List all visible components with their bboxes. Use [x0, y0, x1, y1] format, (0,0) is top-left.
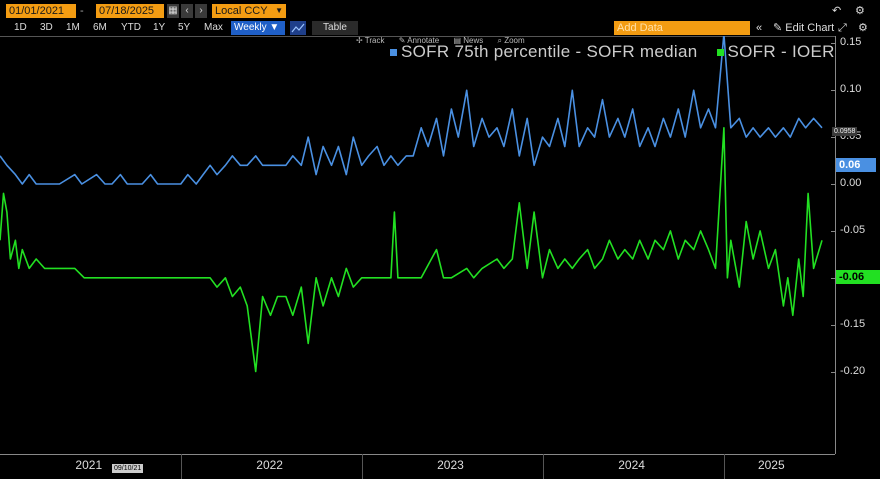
top-toolbar: 01/01/2021 - 07/18/2025 ▦ ‹ › Local CCY …	[0, 0, 880, 20]
x-tick-label: 2023	[437, 458, 464, 472]
legend-item-series1: SOFR 75th percentile - SOFR median	[390, 42, 697, 61]
next-period-icon[interactable]: ›	[195, 4, 207, 18]
add-data-input[interactable]: Add Data	[614, 21, 750, 35]
crosshair-value-label: 0.0958	[832, 127, 858, 136]
x-tick-label: 2024	[618, 458, 645, 472]
y-axis	[835, 36, 836, 454]
crosshair-date-label: 09/10/21	[112, 464, 144, 473]
y-tick-mark	[831, 43, 836, 45]
calendar-icon[interactable]: ▦	[167, 4, 179, 18]
date-separator: -	[80, 5, 84, 17]
y-tick-mark	[831, 184, 836, 185]
pencil-icon: ✎	[773, 22, 783, 34]
undo-icon[interactable]: ↶	[832, 5, 842, 17]
y-tick-mark	[831, 277, 836, 279]
y-tick-mark	[831, 90, 836, 92]
y-tick-label: 0.00	[840, 177, 862, 189]
legend-swatch-series2	[716, 49, 724, 57]
y-tick-label: -0.15	[840, 317, 866, 330]
last-value-series2: -0.06	[836, 270, 880, 284]
y-tick-mark	[831, 371, 836, 373]
chart-tools: ✢ Track ✎ Annotate ▤ News ⌕ Zoom	[356, 36, 537, 46]
frequency-select[interactable]: Weekly ▼	[231, 21, 285, 35]
legend-swatch-series1	[390, 49, 397, 57]
prev-period-icon[interactable]: ‹	[181, 4, 193, 18]
x-year-separator	[723, 454, 725, 479]
collapse-icon[interactable]: «	[756, 22, 763, 34]
x-year-separator	[361, 454, 363, 479]
add-data-placeholder: Add Data	[617, 22, 663, 34]
period-max[interactable]: Max	[204, 22, 223, 33]
y-tick-label: -0.20	[840, 364, 866, 377]
x-year-separator	[180, 454, 182, 479]
y-tick-label: 0.15	[840, 36, 862, 49]
period-ytd[interactable]: YTD	[121, 22, 141, 33]
x-axis	[0, 454, 835, 455]
x-tick-label: 2025	[757, 458, 785, 472]
currency-select[interactable]: Local CCY ▼	[212, 4, 286, 18]
period-5y[interactable]: 5Y	[178, 22, 191, 33]
end-date-field[interactable]: 07/18/2025	[96, 4, 164, 18]
period-6m[interactable]: 6M	[93, 22, 107, 33]
edit-chart-button[interactable]: ✎ Edit Chart	[773, 21, 834, 35]
frequency-label: Weekly	[234, 22, 267, 33]
x-year-separator	[542, 454, 544, 479]
chevron-down-icon: ▼	[269, 22, 280, 33]
y-tick-mark	[831, 137, 836, 139]
chart-settings-icon[interactable]: ⚙	[858, 22, 868, 34]
edit-chart-label: Edit Chart	[785, 22, 835, 34]
tool-zoom[interactable]: ⌕ Zoom	[497, 36, 525, 45]
line-chart	[0, 36, 823, 373]
series-line-2	[0, 127, 823, 373]
period-bar: 1D 3D 1M 6M YTD 1Y 5Y Max	[0, 20, 612, 36]
x-tick-label: 2021	[75, 458, 103, 472]
fullscreen-icon[interactable]: ⤢	[838, 22, 847, 34]
y-tick-mark	[831, 324, 836, 326]
y-tick-mark	[831, 230, 836, 232]
legend-item-series2: SOFR - IOER	[716, 42, 835, 61]
tool-news[interactable]: ▤ News	[453, 36, 484, 45]
period-3d[interactable]: 3D	[40, 22, 53, 33]
period-1d[interactable]: 1D	[14, 22, 27, 33]
start-date-field[interactable]: 01/01/2021	[6, 4, 76, 18]
tool-track[interactable]: ✢ Track	[356, 36, 385, 45]
period-1y[interactable]: 1Y	[153, 22, 166, 33]
y-tick-label: -0.05	[840, 223, 866, 236]
last-value-series1: 0.06	[836, 158, 876, 172]
x-tick-label: 2022	[256, 458, 283, 472]
table-button[interactable]: Table	[312, 21, 358, 35]
plot-area[interactable]	[0, 36, 835, 455]
legend: SOFR 75th percentile - SOFR median SOFR …	[390, 42, 849, 62]
line-chart-icon[interactable]	[290, 21, 306, 35]
line-chart-glyph	[291, 23, 305, 33]
chevron-down-icon: ▼	[275, 6, 283, 15]
currency-label: Local CCY	[215, 5, 268, 17]
settings-icon[interactable]: ⚙	[855, 5, 865, 17]
tool-annotate[interactable]: ✎ Annotate	[398, 36, 440, 45]
period-1m[interactable]: 1M	[66, 22, 80, 33]
series-line-1	[0, 36, 823, 185]
y-tick-label: 0.10	[840, 83, 862, 96]
